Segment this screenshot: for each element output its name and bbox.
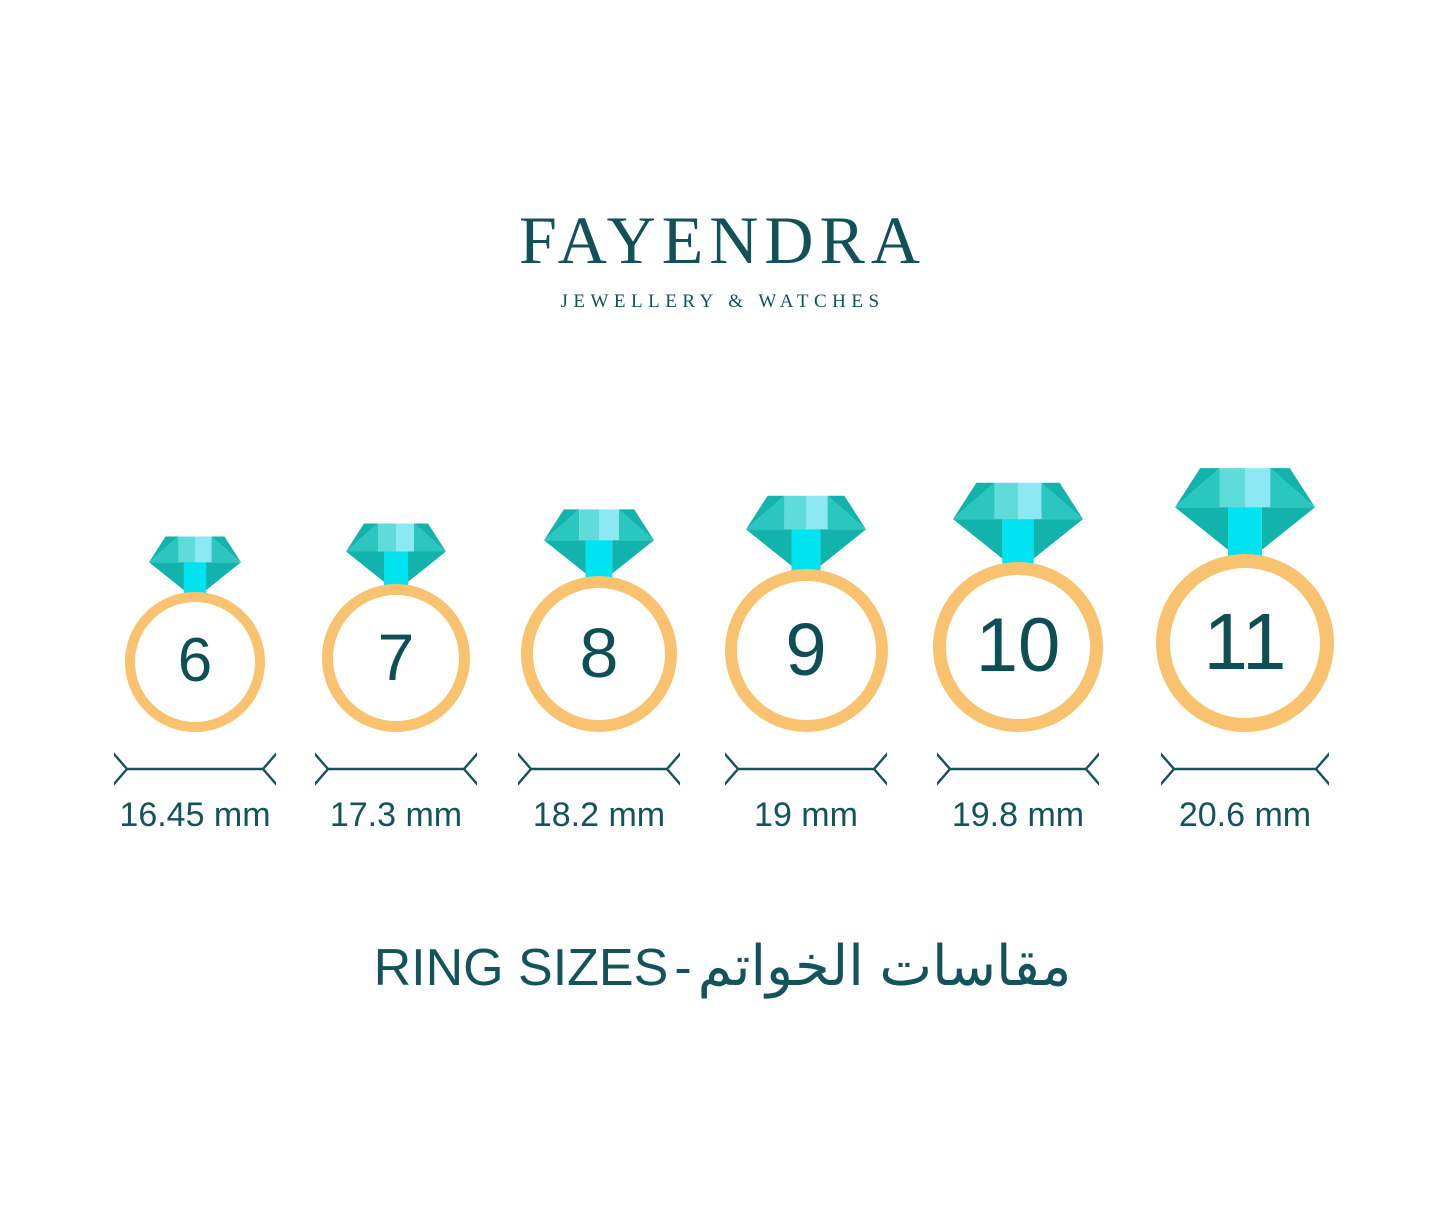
ring-band-icon[interactable]: 10 xyxy=(933,562,1103,732)
ring-band-icon[interactable]: 7 xyxy=(322,584,470,732)
page-title-separator: - xyxy=(674,939,692,997)
page-title-english: RING SIZES xyxy=(373,939,669,997)
ring-size-row: 6 16.45 mm 7 xyxy=(0,452,1445,832)
diamond-icon xyxy=(746,495,866,573)
brand-name: FAYENDRA xyxy=(519,202,926,278)
ring-size-number: 6 xyxy=(177,626,213,695)
diamond-icon xyxy=(149,536,241,596)
dimension-arrow-icon xyxy=(114,752,276,786)
ring-size-item[interactable]: 8 18.2 mm xyxy=(489,507,709,832)
dimension-arrow-icon xyxy=(937,752,1099,786)
ring-size-item[interactable]: 6 16.45 mm xyxy=(85,534,305,832)
ring-band-icon[interactable]: 8 xyxy=(521,576,677,732)
page-title-arabic: مقاسات الخواتم xyxy=(697,934,1072,997)
ring-band-icon[interactable]: 11 xyxy=(1156,554,1334,732)
ring-size-item[interactable]: 7 17.3 mm xyxy=(286,521,506,832)
ring-size-item[interactable]: 11 20.6 mm xyxy=(1135,465,1355,832)
dimension-arrow-icon xyxy=(518,752,680,786)
dimension-arrow-icon xyxy=(1161,752,1329,786)
ring-diameter-label: 19 mm xyxy=(754,796,858,834)
ring-size-number: 9 xyxy=(785,607,827,691)
diamond-icon xyxy=(953,482,1083,566)
ring-figure: 7 xyxy=(322,521,470,732)
ring-band-icon[interactable]: 6 xyxy=(125,592,265,732)
ring-figure: 6 xyxy=(125,534,265,732)
brand-tagline: JEWELLERY & WATCHES xyxy=(560,291,885,312)
ring-diameter-label: 20.6 mm xyxy=(1178,796,1312,834)
ring-size-item[interactable]: 9 19 mm xyxy=(696,493,916,832)
ring-size-number: 11 xyxy=(1203,597,1287,686)
dimension-arrow-icon xyxy=(315,752,477,786)
ring-size-number: 8 xyxy=(579,614,619,692)
ring-band-icon[interactable]: 9 xyxy=(724,569,888,732)
diamond-icon xyxy=(1175,468,1315,558)
ring-figure: 9 xyxy=(724,493,888,732)
page-title: RING SIZES - مقاسات الخواتم xyxy=(0,938,1445,997)
brand-header: FAYENDRA JEWELLERY & WATCHES xyxy=(0,206,1445,311)
ring-diameter-label: 16.45 mm xyxy=(119,796,271,834)
ring-size-item[interactable]: 10 19.8 mm xyxy=(908,480,1128,832)
dimension-arrow-icon xyxy=(725,752,887,786)
ring-diameter-label: 17.3 mm xyxy=(329,796,463,834)
ring-size-number: 7 xyxy=(377,620,415,694)
ring-figure: 8 xyxy=(521,507,677,732)
ring-size-number: 10 xyxy=(975,603,1061,688)
ring-diameter-label: 18.2 mm xyxy=(532,796,666,834)
ring-diameter-label: 19.8 mm xyxy=(951,796,1085,834)
ring-figure: 11 xyxy=(1156,465,1334,732)
diamond-icon xyxy=(544,509,654,580)
ring-figure: 10 xyxy=(933,480,1103,732)
diamond-icon xyxy=(346,523,446,588)
